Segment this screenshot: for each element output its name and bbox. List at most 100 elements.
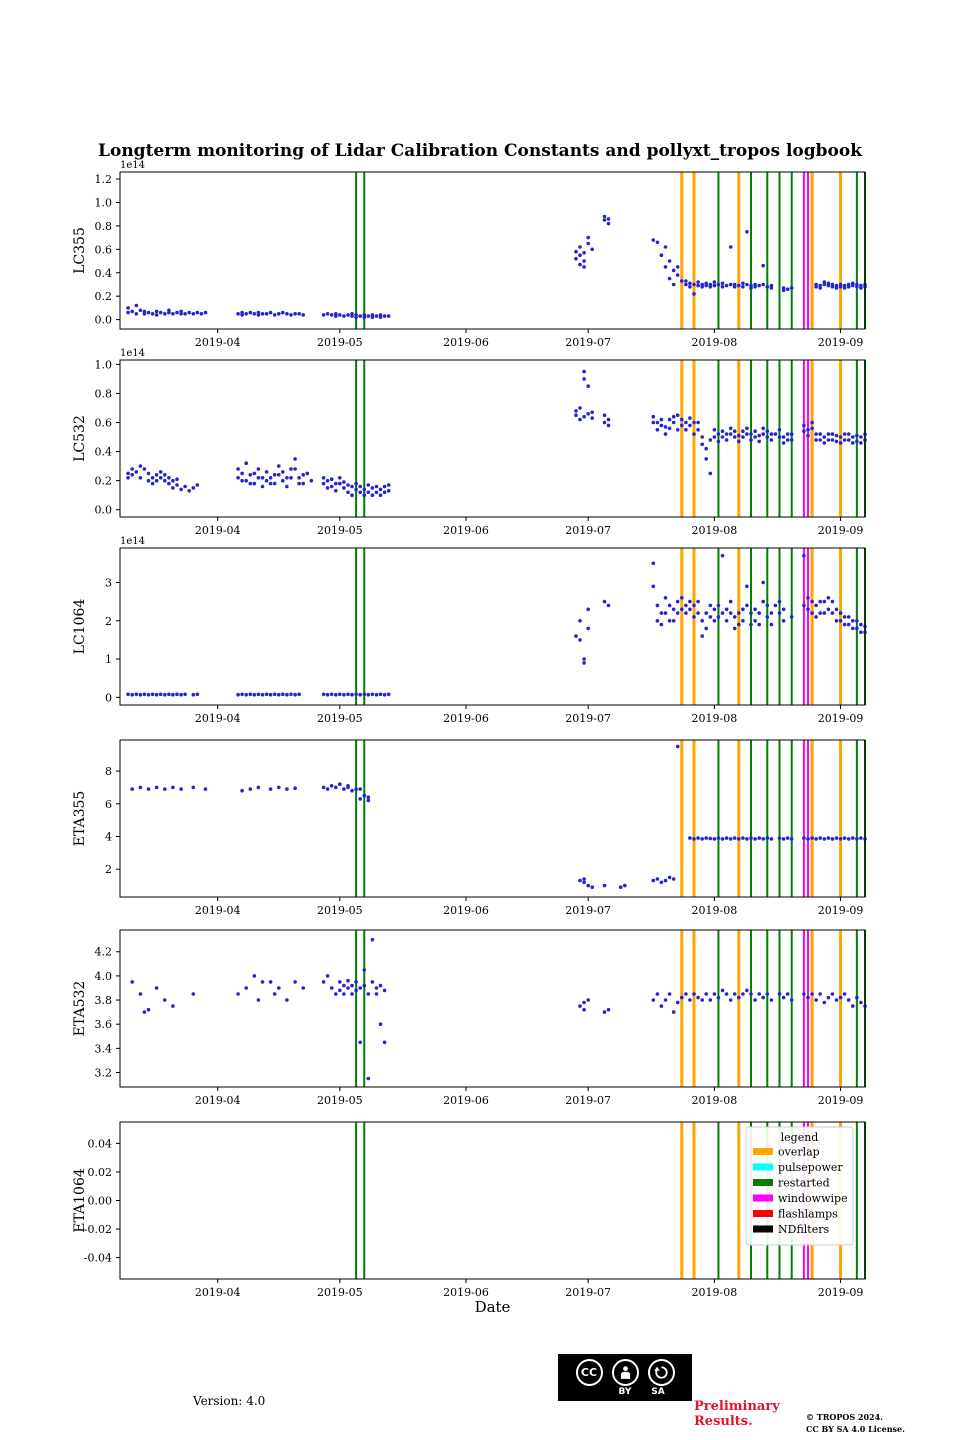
data-point (163, 478, 167, 483)
data-point (826, 438, 831, 442)
data-point (582, 880, 586, 885)
data-point (163, 692, 167, 697)
data-point (191, 486, 196, 490)
data-point (268, 787, 273, 791)
legend-entry-label: overlap (778, 1146, 820, 1159)
x-tick-label: 2019-08 (692, 904, 738, 917)
sa-label: SA (651, 1386, 665, 1397)
data-point (692, 837, 696, 841)
data-point (301, 481, 306, 486)
data-point (256, 692, 261, 697)
data-point (171, 312, 175, 316)
data-point (338, 481, 342, 486)
data-point (338, 782, 342, 786)
data-point (358, 797, 363, 801)
data-point (680, 279, 684, 283)
data-point (785, 287, 790, 292)
y-tick-label: 1.2 (95, 173, 113, 186)
data-point (728, 611, 733, 615)
data-point (737, 433, 741, 438)
data-point (818, 611, 822, 615)
data-point (745, 432, 749, 436)
plot-frame (119, 171, 866, 330)
data-point (277, 464, 281, 468)
data-point (781, 995, 786, 1000)
data-point (737, 995, 741, 1000)
data-point (256, 310, 261, 315)
data-point (582, 369, 586, 374)
data-point (749, 992, 753, 996)
data-point (724, 836, 729, 840)
data-point (260, 484, 265, 489)
y-tick-label: 1.0 (95, 358, 113, 371)
data-point (338, 980, 342, 984)
data-point (578, 253, 582, 257)
scatter-series (126, 553, 867, 697)
data-point (859, 622, 863, 627)
preliminary-note: Preliminary Results. (694, 1399, 780, 1430)
data-point (806, 596, 810, 600)
data-point (712, 619, 717, 623)
data-point (851, 619, 855, 623)
data-point (236, 692, 240, 697)
data-point (696, 280, 700, 284)
data-point (350, 788, 354, 793)
y-tick-label: 0.4 (95, 446, 113, 459)
data-point (297, 692, 301, 697)
data-point (765, 615, 770, 619)
data-point (806, 995, 810, 1000)
x-tick-label: 2019-06 (443, 712, 489, 725)
x-tick-label: 2019-07 (565, 712, 611, 725)
data-point (675, 428, 680, 432)
data-point (277, 785, 281, 790)
data-point (297, 476, 301, 480)
data-point (781, 837, 786, 841)
data-point (761, 432, 765, 436)
legend-swatch-restarted (753, 1179, 773, 1186)
data-point (342, 983, 346, 988)
cc-license-badge: CC BY SA (558, 1354, 692, 1401)
data-point (130, 309, 134, 314)
data-point (268, 476, 273, 480)
data-point (846, 285, 851, 289)
data-point (712, 607, 717, 612)
x-tick-label: 2019-09 (818, 336, 864, 349)
preliminary-line1: Preliminary (694, 1399, 780, 1414)
data-point (297, 481, 301, 486)
data-point (138, 692, 143, 697)
data-point (757, 622, 761, 627)
data-point (846, 432, 851, 436)
data-point (305, 471, 310, 476)
data-point (745, 282, 749, 287)
data-point (842, 286, 847, 290)
data-point (264, 470, 269, 474)
data-point (586, 235, 590, 240)
data-point (855, 837, 859, 841)
data-point (260, 312, 265, 316)
data-point (370, 692, 375, 697)
y-tick-label: 1.0 (95, 196, 113, 209)
data-point (366, 692, 371, 697)
data-point (623, 883, 627, 888)
y-tick-label: 1 (105, 653, 112, 666)
data-point (741, 619, 745, 623)
data-point (651, 561, 656, 566)
data-point (655, 619, 660, 623)
data-point (732, 992, 737, 996)
data-point (834, 619, 839, 623)
data-point (179, 487, 183, 492)
data-point (277, 986, 281, 990)
data-point (716, 615, 721, 619)
data-point (582, 877, 586, 881)
data-point (366, 1076, 371, 1081)
data-point (346, 692, 350, 697)
data-point (675, 273, 680, 277)
data-point (602, 214, 607, 219)
data-point (281, 478, 285, 483)
data-point (354, 481, 358, 486)
data-point (264, 312, 269, 316)
data-point (574, 409, 578, 413)
data-point (724, 607, 729, 612)
data-point (777, 836, 782, 840)
data-point (651, 998, 656, 1002)
